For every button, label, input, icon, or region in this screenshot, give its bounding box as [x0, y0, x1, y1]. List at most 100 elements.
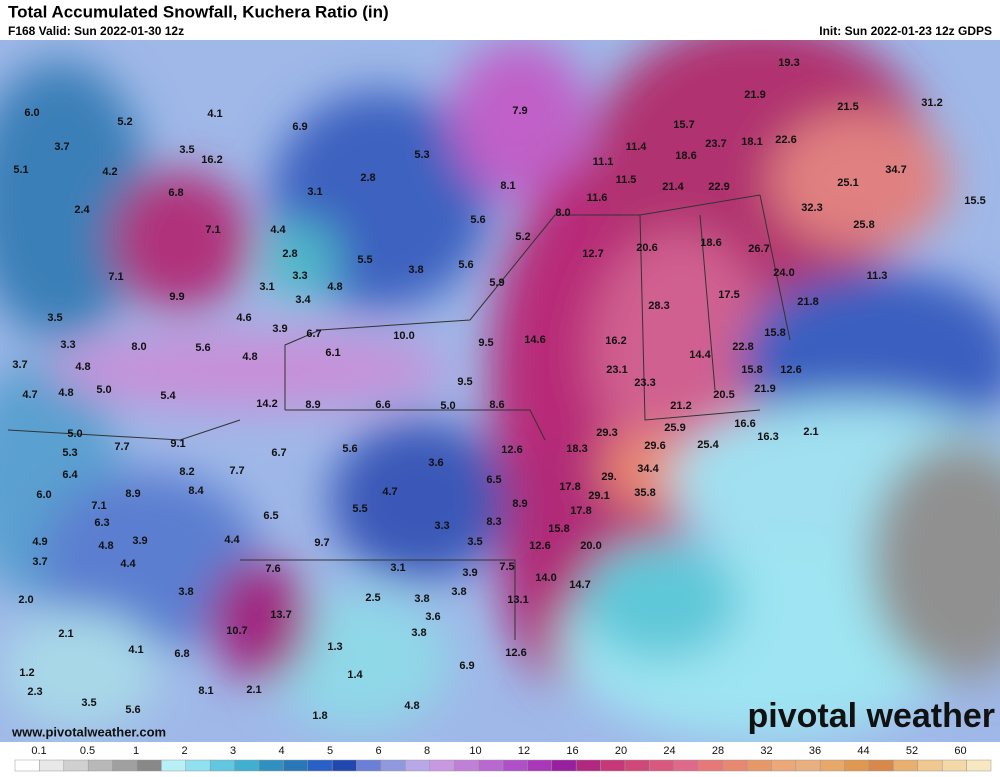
snowfall-label: 8.9 — [512, 498, 527, 510]
snowfall-label: 13.7 — [270, 609, 291, 621]
snowfall-label: 4.2 — [102, 166, 117, 178]
colorbar-swatch — [453, 759, 479, 772]
colorbar-swatch — [356, 759, 382, 772]
snowfall-label: 1.4 — [347, 669, 363, 681]
snowfall-label: 4.8 — [242, 351, 257, 363]
snowfall-label: 18.3 — [566, 443, 587, 455]
snowfall-label: 6.6 — [375, 399, 390, 411]
colorbar-swatch — [893, 759, 919, 772]
snowfall-label: 6.0 — [24, 107, 39, 119]
snowfall-label: 31.2 — [921, 97, 942, 109]
colorbar-tick-label: 8 — [424, 745, 430, 757]
snowfall-label: 3.5 — [467, 536, 482, 548]
snowfall-label: 3.8 — [451, 586, 466, 598]
snowfall-label: 5.6 — [195, 342, 210, 354]
colorbar-swatch — [527, 759, 553, 772]
snowfall-label: 2.8 — [282, 248, 297, 260]
colorbar-swatch — [746, 759, 772, 772]
snowfall-label: 2.0 — [18, 594, 33, 606]
snowfall-label: 15.8 — [548, 523, 569, 535]
snowfall-label: 6.0 — [36, 489, 51, 501]
colorbar-swatch — [429, 759, 455, 772]
colorbar-swatch — [185, 759, 211, 772]
snowfall-label: 4.8 — [327, 281, 342, 293]
snowfall-label: 23.7 — [705, 138, 726, 150]
snowfall-label: 2.1 — [246, 684, 261, 696]
colorbar-tick-label: 12 — [518, 745, 530, 757]
snowfall-label: 2.4 — [74, 204, 90, 216]
snowfall-label: 29.1 — [588, 490, 609, 502]
snowfall-label: 3.6 — [425, 611, 440, 623]
colorbar-swatch — [819, 759, 845, 772]
snowfall-label: 1.2 — [19, 667, 34, 679]
colorbar-swatch — [87, 759, 113, 772]
snowfall-label: 3.7 — [12, 359, 27, 371]
colorbar-tick-label: 28 — [712, 745, 724, 757]
snowfall-label: 4.8 — [98, 540, 113, 552]
snowfall-label: 13.1 — [507, 594, 528, 606]
snowfall-label: 25.9 — [664, 422, 685, 434]
snowfall-label: 5.0 — [440, 400, 455, 412]
snowfall-label: 34.7 — [885, 164, 906, 176]
snowfall-label: 2.3 — [27, 686, 42, 698]
snowfall-label: 7.1 — [108, 271, 123, 283]
map: 6.0 5.2 4.1 6.9 7.9 3.7 3.5 16.2 5.3 5.1 4.2 3.1 2.8… — [0, 40, 1000, 745]
snowfall-label: 22.6 — [775, 134, 796, 146]
snowfall-label: 7.1 — [91, 500, 106, 512]
snowfall-label: 5.6 — [342, 443, 357, 455]
snowfall-label: 34.4 — [637, 463, 659, 475]
colorbar-swatch — [624, 759, 650, 772]
snowfall-label: 12.6 — [501, 444, 522, 456]
snowfall-label: 14.7 — [569, 579, 590, 591]
snowfall-label: 8.0 — [131, 341, 146, 353]
snowfall-label: 5.9 — [489, 277, 504, 289]
snowfall-label: 4.7 — [22, 389, 37, 401]
snowfall-label: 28.3 — [648, 300, 669, 312]
colorbar-swatch — [649, 759, 675, 772]
colorbar-swatch — [234, 759, 260, 772]
colorbar-swatch — [112, 759, 138, 772]
snowfall-label: 10.7 — [226, 625, 247, 637]
snowfall-label: 11.6 — [587, 192, 608, 204]
snowfall-label: 6.8 — [168, 187, 183, 199]
colorbar-swatch — [795, 759, 821, 772]
colorbar-swatch — [39, 759, 65, 772]
colorbar-swatch — [917, 759, 943, 772]
snowfall-label: 29.6 — [644, 440, 665, 452]
snowfall-label: 15.8 — [741, 364, 762, 376]
snowfall-label: 3.3 — [434, 520, 449, 532]
snowfall-label: 5.2 — [515, 231, 530, 243]
snowfall-label: 7.1 — [205, 224, 220, 236]
snowfall-label: 20.6 — [636, 242, 657, 254]
snowfall-label: 14.6 — [524, 334, 545, 346]
snowfall-label: 21.2 — [670, 400, 691, 412]
snowfall-label: 8.4 — [188, 485, 204, 497]
snowfall-label: 3.8 — [414, 593, 429, 605]
snowfall-label: 3.8 — [411, 627, 426, 639]
snowfall-label: 9.5 — [478, 337, 493, 349]
snowfall-label: 23.1 — [606, 364, 627, 376]
snowfall-label: 6.5 — [486, 474, 501, 486]
snowfall-label: 1.3 — [327, 641, 342, 653]
colorbar-swatch — [697, 759, 723, 772]
snowfall-label: 16.2 — [201, 154, 222, 166]
snowfall-label: 17.5 — [718, 289, 739, 301]
snowfall-label: 11.5 — [616, 174, 637, 186]
snowfall-label: 2.8 — [360, 172, 375, 184]
snowfall-label: 29.3 — [596, 427, 617, 439]
colorbar-swatch — [14, 759, 40, 772]
snowfall-label: 17.8 — [570, 505, 591, 517]
snowfall-label: 15.5 — [964, 195, 985, 207]
snowfall-label: 16.3 — [757, 431, 778, 443]
snowfall-label: 12.7 — [582, 248, 603, 260]
snowfall-label: 21.8 — [797, 296, 818, 308]
snowfall-label: 15.7 — [673, 119, 694, 131]
snowfall-label: 26.7 — [748, 243, 769, 255]
colorbar-swatch — [941, 759, 967, 772]
brand: pivotal weather — [747, 697, 995, 735]
colorbar-swatch — [63, 759, 89, 772]
snowfall-label: 20.0 — [580, 540, 601, 552]
snowfall-label: 17.8 — [559, 481, 580, 493]
colorbar-tick-label: 60 — [954, 745, 966, 757]
